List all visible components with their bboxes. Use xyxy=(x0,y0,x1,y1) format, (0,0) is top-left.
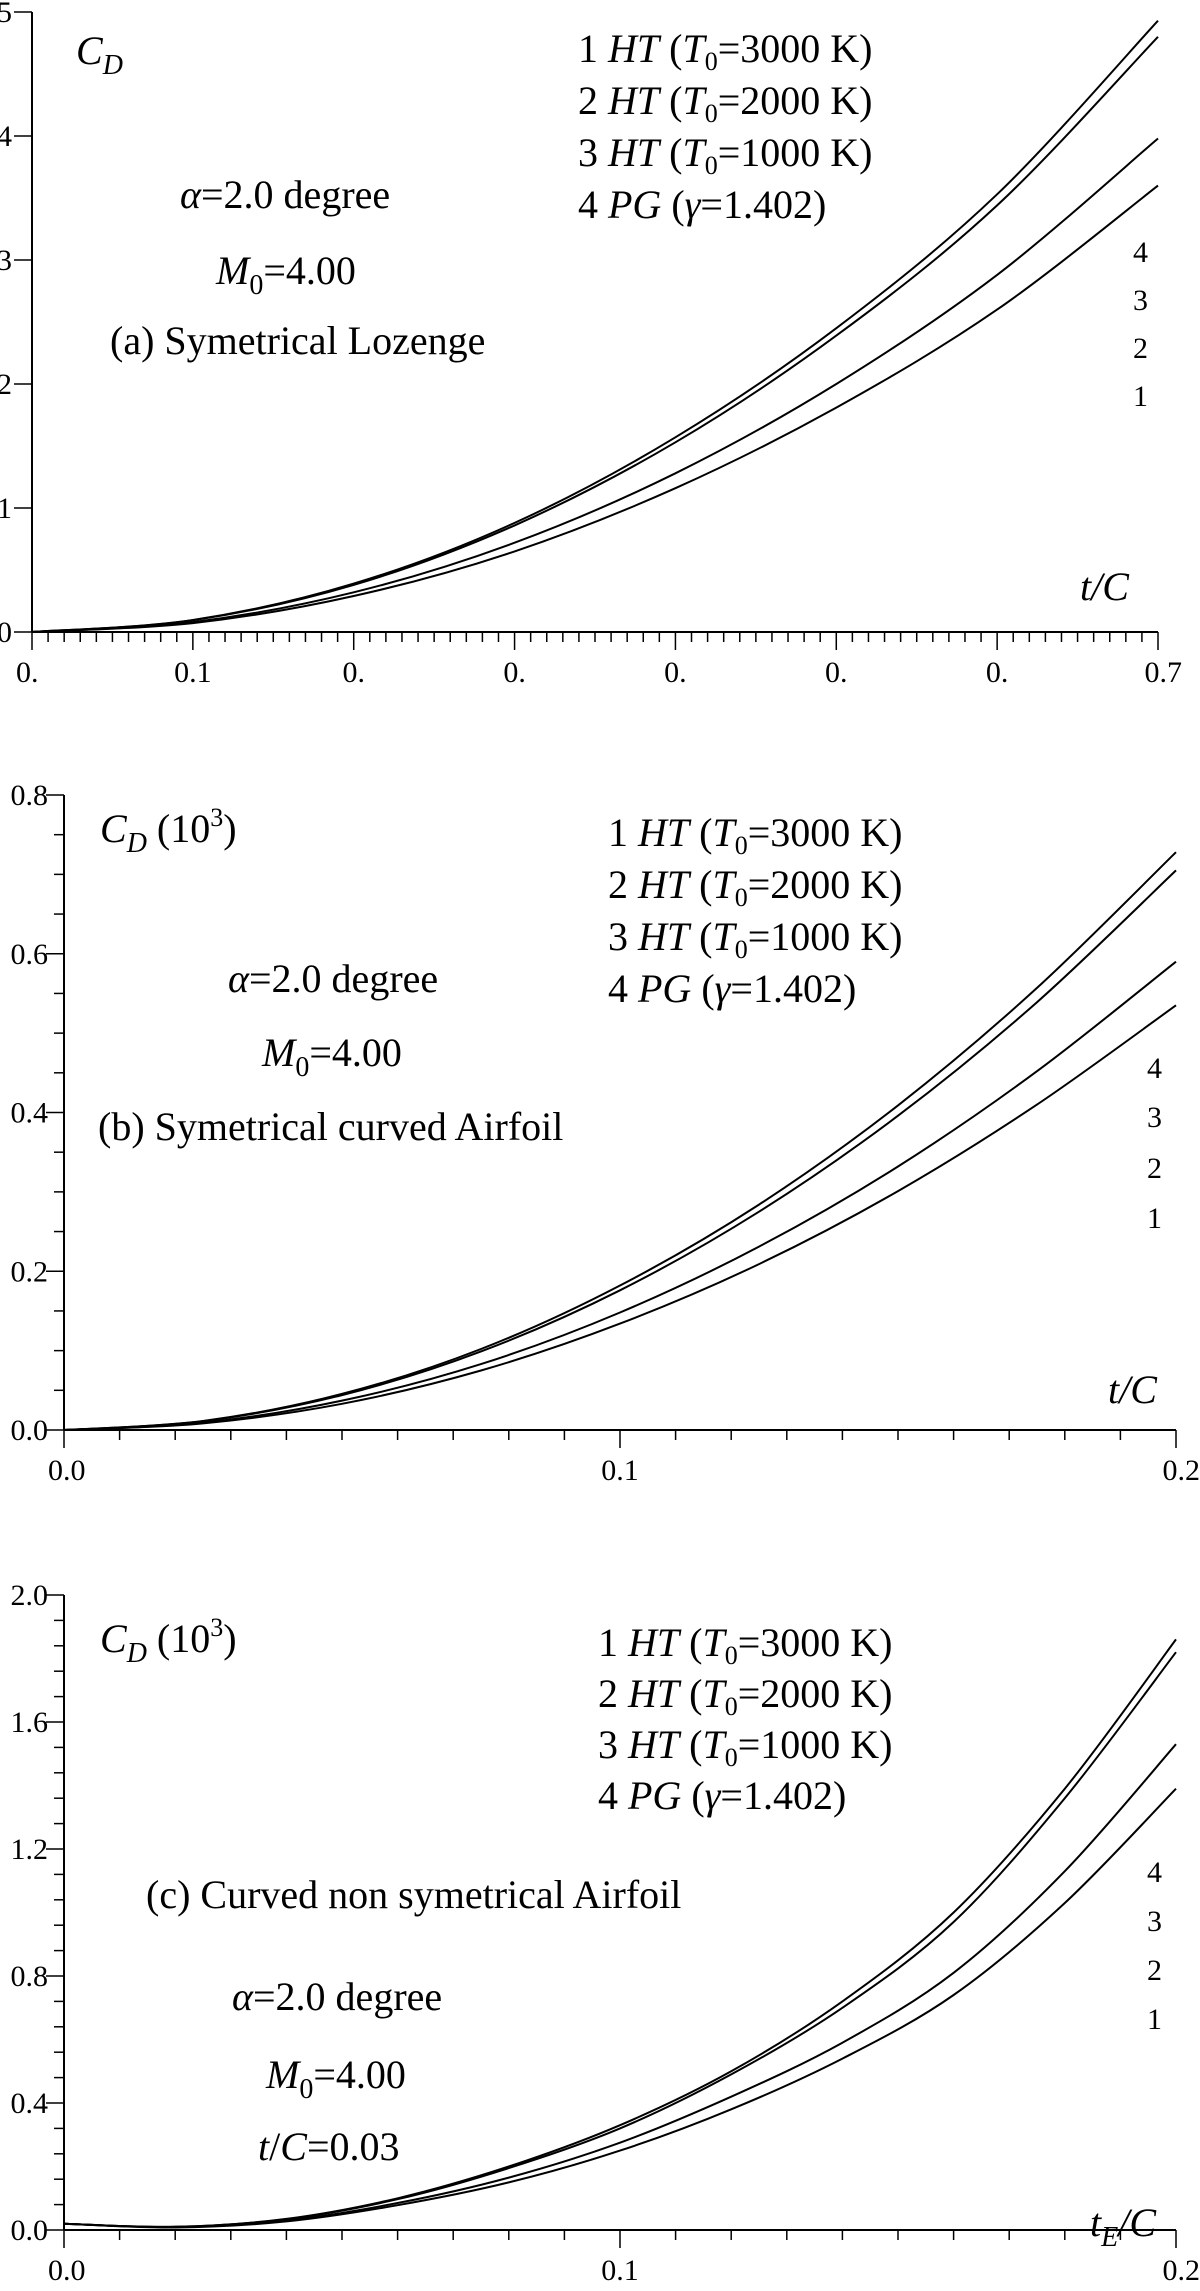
series-line-3 xyxy=(63,960,1177,1431)
annotation-alpha: α=2.0 degree xyxy=(228,956,438,1001)
series-line-4 xyxy=(31,184,1159,633)
curves-b xyxy=(63,851,1177,1431)
curve-label-3: 3 xyxy=(1147,1905,1162,1938)
y-tick-label: 0 xyxy=(0,616,12,649)
tick-labels-b: 0.0 0.1 0.2 0.0 0.2 0.4 0.6 0.8 xyxy=(11,779,1200,1487)
x-tick-label: 0. xyxy=(825,656,848,689)
y-tick-label: 0.8 xyxy=(11,779,49,812)
axes-c xyxy=(46,1594,1177,2248)
series-line-2 xyxy=(31,36,1159,633)
x-tick-label: 0. xyxy=(664,656,687,689)
legend-entry-4: 4 PG (γ=1.402) xyxy=(578,182,826,227)
legend-entry-4: 4 PG (γ=1.402) xyxy=(608,966,856,1011)
annotation-title: (b) Symetrical curved Airfoil xyxy=(98,1104,563,1149)
x-tick-label: 0.1 xyxy=(601,1454,639,1487)
curve-number-labels: 4 3 2 1 xyxy=(1147,1052,1162,1235)
legend: 1 HT (T0=3000 K) 2 HT (T0=2000 K) 3 HT (… xyxy=(578,26,872,227)
y-tick-label: 4 xyxy=(0,120,12,153)
series-line-2 xyxy=(63,1651,1177,2228)
curve-label-2: 2 xyxy=(1147,1954,1162,1987)
y-tick-label: 2.0 xyxy=(11,1579,49,1612)
tick-labels-a: 0. 0.1 0. 0. 0. 0. 0. 0.7 0 1 2 3 4 5 xyxy=(0,0,1182,689)
legend-entry-2: 2 HT (T0=2000 K) xyxy=(598,1671,892,1721)
annotation-title: (c) Curved non symetrical Airfoil xyxy=(146,1872,681,1917)
curve-label-3: 3 xyxy=(1133,284,1148,317)
y-tick-label: 0.4 xyxy=(11,1097,49,1130)
y-tick-label: 0.0 xyxy=(11,1414,49,1447)
legend-entry-3: 3 HT (T0=1000 K) xyxy=(598,1722,892,1772)
curve-label-4: 4 xyxy=(1133,236,1148,269)
x-tick-label: 0.7 xyxy=(1145,656,1183,689)
y-axis-label: CD (103) xyxy=(100,1613,237,1669)
x-tick-label: 0.1 xyxy=(601,2254,639,2287)
legend-entry-1: 1 HT (T0=3000 K) xyxy=(598,1620,892,1670)
y-axis-label: CD (103) xyxy=(100,803,237,859)
curve-number-labels: 4 3 2 1 xyxy=(1147,1856,1162,2036)
x-tick-label: 0. xyxy=(503,656,526,689)
annotation-mach: M0=4.00 xyxy=(261,1030,402,1083)
tick-labels-c: 0.0 0.1 0.2 0.0 0.4 0.8 1.2 1.6 2.0 xyxy=(11,1579,1200,2287)
y-tick-label: 2 xyxy=(0,368,12,401)
series-line-4 xyxy=(63,1788,1177,2229)
y-tick-label: 3 xyxy=(0,244,12,277)
annotation-alpha: α=2.0 degree xyxy=(180,172,390,217)
y-tick-label: 0.2 xyxy=(11,1255,49,1288)
x-tick-label: 0. xyxy=(342,656,365,689)
legend-entry-2: 2 HT (T0=2000 K) xyxy=(578,78,872,128)
series-line-3 xyxy=(31,137,1159,633)
y-tick-label: 0.0 xyxy=(11,2214,49,2247)
x-tick-label: 0.1 xyxy=(174,656,212,689)
y-tick-label: 1.2 xyxy=(11,1833,49,1866)
chart-panel-a: 0. 0.1 0. 0. 0. 0. 0. 0.7 0 1 2 3 4 5 CD t/C 1 HT (T0… xyxy=(0,0,1182,689)
x-tick-label: 0. xyxy=(16,656,39,689)
annotation-mach: M0=4.00 xyxy=(215,248,356,301)
annotation-tc: t/C=0.03 xyxy=(258,2124,400,2169)
y-tick-label: 0.8 xyxy=(11,1960,49,1993)
x-tick-label: 0.0 xyxy=(48,2254,86,2287)
curve-label-1: 1 xyxy=(1147,1202,1162,1235)
legend-entry-1: 1 HT (T0=3000 K) xyxy=(608,810,902,860)
curve-label-4: 4 xyxy=(1147,1856,1162,1889)
y-tick-label: 1 xyxy=(0,492,12,525)
x-tick-label: 0.2 xyxy=(1163,1454,1200,1487)
x-axis-label: t/C xyxy=(1080,564,1130,609)
y-axis-label: CD xyxy=(76,28,123,81)
annotation-title: (a) Symetrical Lozenge xyxy=(110,318,485,363)
x-tick-label: 0. xyxy=(986,656,1009,689)
curve-label-1: 1 xyxy=(1133,380,1148,413)
legend-entry-3: 3 HT (T0=1000 K) xyxy=(578,130,872,180)
legend: 1 HT (T0=3000 K) 2 HT (T0=2000 K) 3 HT (… xyxy=(598,1620,892,1818)
curve-label-1: 1 xyxy=(1147,2003,1162,2036)
x-axis-label: tE/C xyxy=(1090,2200,1157,2253)
legend-entry-2: 2 HT (T0=2000 K) xyxy=(608,862,902,912)
legend-entry-1: 1 HT (T0=3000 K) xyxy=(578,26,872,76)
chart-panel-b: 0.0 0.1 0.2 0.0 0.2 0.4 0.6 0.8 CD (103) t/C 1 … xyxy=(11,779,1200,1487)
curve-label-4: 4 xyxy=(1147,1052,1162,1085)
x-tick-label: 0.0 xyxy=(48,1454,86,1487)
annotation-mach: M0=4.00 xyxy=(265,2052,406,2105)
curves-a xyxy=(31,20,1159,633)
y-tick-label: 0.6 xyxy=(11,938,49,971)
axes-a xyxy=(14,11,1159,650)
legend-entry-3: 3 HT (T0=1000 K) xyxy=(608,914,902,964)
curve-label-2: 2 xyxy=(1147,1152,1162,1185)
axes-b xyxy=(46,794,1177,1448)
curve-label-3: 3 xyxy=(1147,1101,1162,1134)
y-tick-label: 0.4 xyxy=(11,2087,49,2120)
annotation-alpha: α=2.0 degree xyxy=(232,1974,442,2019)
series-line-4 xyxy=(63,1004,1177,1431)
x-tick-label: 0.2 xyxy=(1163,2254,1200,2287)
curve-label-2: 2 xyxy=(1133,332,1148,365)
curves-c xyxy=(63,1638,1177,2229)
legend: 1 HT (T0=3000 K) 2 HT (T0=2000 K) 3 HT (… xyxy=(608,810,902,1011)
y-tick-label: 5 xyxy=(0,0,12,29)
chart-panel-c: 0.0 0.1 0.2 0.0 0.4 0.8 1.2 1.6 2.0 CD (103) tE/… xyxy=(11,1579,1200,2287)
y-tick-label: 1.6 xyxy=(11,1706,49,1739)
curve-number-labels: 4 3 2 1 xyxy=(1133,236,1148,413)
x-axis-label: t/C xyxy=(1108,1367,1158,1412)
legend-entry-4: 4 PG (γ=1.402) xyxy=(598,1773,846,1818)
series-line-2 xyxy=(63,869,1177,1431)
